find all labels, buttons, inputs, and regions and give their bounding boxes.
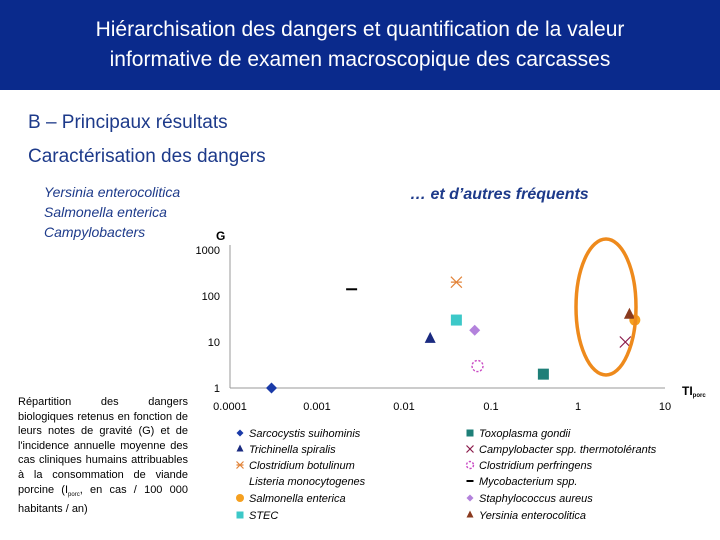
point-toxoplasma-gondii	[537, 368, 549, 380]
legend-label-listeria-monocytogenes: Listeria monocytogenes	[249, 476, 366, 488]
highlight-ellipse	[574, 237, 638, 377]
title-line-1: Hiérarchisation des dangers et quantific…	[95, 18, 625, 41]
caption-text: Répartition des dangers biologiques rete…	[18, 396, 188, 496]
x-tick-label-2: 0.01	[393, 401, 414, 413]
y-tick-label-0: 1000	[196, 245, 220, 257]
point-clostridium-botulinum	[450, 276, 463, 289]
y-tick-label-2: 10	[208, 337, 220, 349]
x-axis-label-subscript: porc	[693, 393, 707, 399]
legend-label-stec: STEC	[249, 510, 278, 522]
point-stec	[450, 314, 462, 326]
title-line-2: informative de examen macroscopique des …	[109, 48, 611, 71]
x-axis-label: TIporc	[682, 384, 706, 399]
title-banner: Hiérarchisation des dangers et quantific…	[0, 0, 720, 90]
legend-label-toxoplasma-gondii: Toxoplasma gondii	[479, 428, 571, 440]
point-staphylococcus-aureus	[469, 324, 481, 336]
y-tick-label-1: 100	[202, 291, 220, 303]
legend-label-salmonella-enterica: Salmonella enterica	[249, 493, 346, 505]
point-yersinia-enterocolitica	[623, 307, 635, 319]
section-subtitle: Caractérisation des dangers	[28, 146, 266, 167]
bullet-yersinia: Yersinia enterocolitica	[44, 184, 181, 200]
legend-marker-sarcocystis-suihominis	[236, 429, 244, 437]
y-axis-label: G	[216, 229, 225, 243]
section-title: B – Principaux résultats	[28, 112, 228, 133]
x-tick-label-4: 1	[575, 401, 581, 413]
point-sarcocystis-suihominis	[266, 382, 278, 394]
x-tick-label-1: 0.001	[303, 401, 331, 413]
point-trichinella-spiralis	[424, 331, 436, 343]
legend-marker-stec	[236, 511, 244, 519]
bullet-campylobacters: Campylobacters	[44, 224, 146, 240]
legend-label-clostridium-botulinum: Clostridium botulinum	[249, 460, 355, 472]
caption-text-end: , en cas / 100 000 habitants / an)	[18, 483, 189, 516]
legend-marker-clostridium-perfringens	[465, 460, 475, 470]
y-tick-label-3: 1	[214, 383, 220, 395]
legend-label-staphylococcus-aureus: Staphylococcus aureus	[479, 493, 593, 505]
legend-marker-salmonella-enterica	[236, 494, 244, 502]
others-label: … et d’autres fréquents	[410, 186, 589, 203]
legend-marker-staphylococcus-aureus	[466, 494, 474, 502]
x-tick-label-0: 0.0001	[213, 401, 247, 413]
caption-subscript: porc	[68, 491, 80, 498]
legend-label-campylobacter-spp-thermotolerants: Campylobacter spp. thermotolérants	[479, 444, 657, 456]
legend-marker-trichinella-spiralis	[236, 444, 244, 452]
legend-marker-toxoplasma-gondii	[466, 429, 474, 437]
legend-label-trichinella-spiralis: Trichinella spiralis	[249, 444, 336, 456]
legend-marker-campylobacter-spp-thermotolerants	[466, 445, 474, 453]
legend-label-mycobacterium-spp: Mycobacterium spp.	[479, 476, 577, 488]
x-tick-label-3: 0.1	[483, 401, 498, 413]
legend-label-sarcocystis-suihominis: Sarcocystis suihominis	[249, 428, 361, 440]
legend-label-clostridium-perfringens: Clostridium perfringens	[479, 460, 593, 472]
legend-label-yersinia-enterocolitica: Yersinia enterocolitica	[479, 510, 586, 522]
point-clostridium-perfringens	[471, 359, 484, 373]
bullet-salmonella: Salmonella enterica	[44, 204, 167, 220]
figure-caption: Répartition des dangers biologiques rete…	[18, 395, 188, 517]
legend-marker-yersinia-enterocolitica	[466, 510, 474, 518]
legend-marker-clostridium-botulinum	[236, 461, 244, 469]
x-tick-label-5: 10	[659, 401, 671, 413]
